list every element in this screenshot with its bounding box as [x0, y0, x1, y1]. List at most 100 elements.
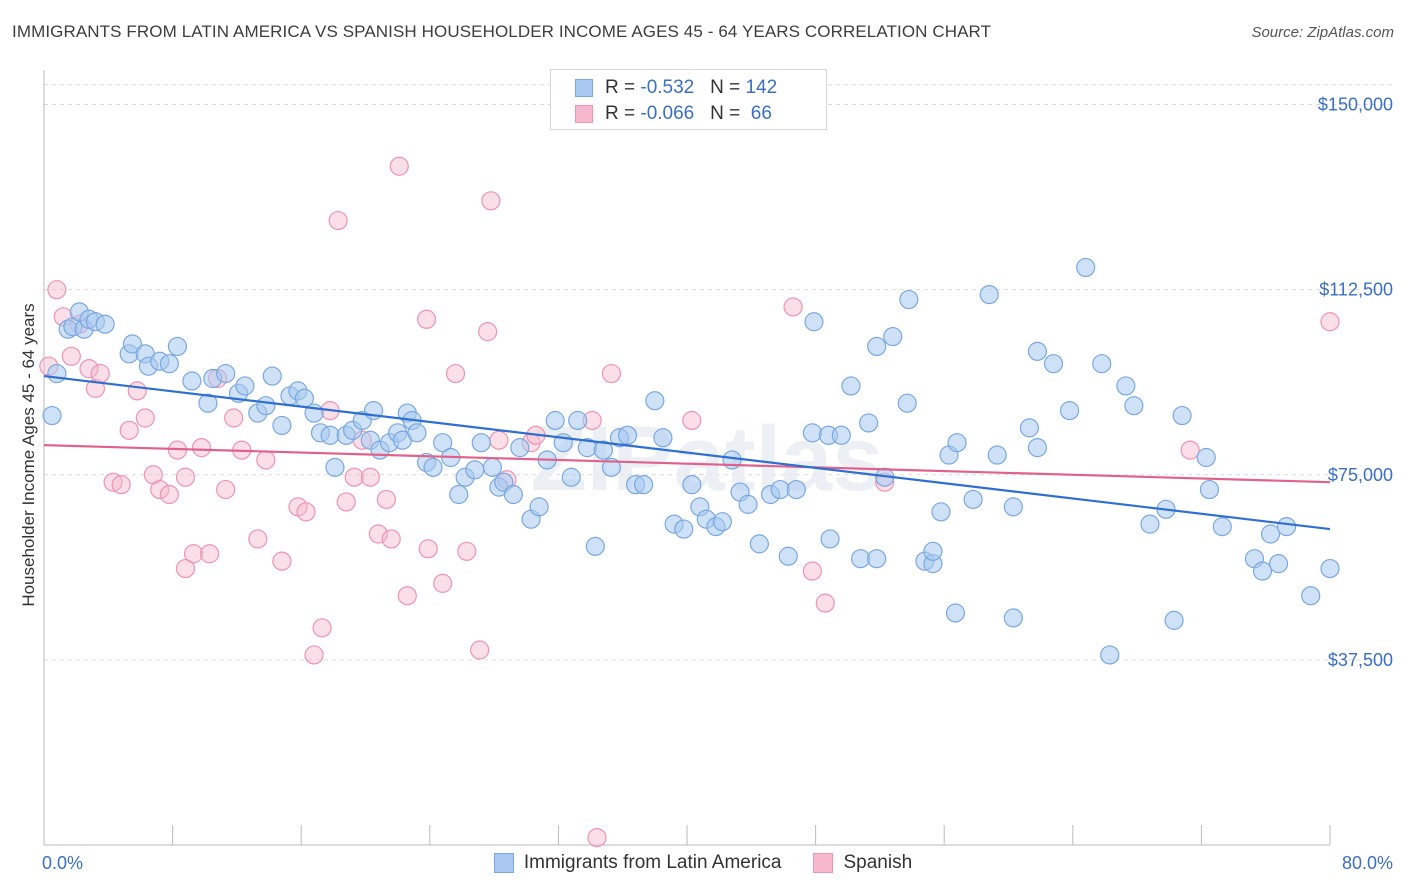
latin-america-point: [963, 489, 983, 510]
spanish-point: [159, 484, 179, 505]
spanish-point: [328, 210, 348, 231]
latin-america-point: [931, 502, 951, 522]
spanish-point: [199, 544, 220, 564]
spanish-point: [489, 430, 509, 450]
latin-america-point: [859, 413, 879, 433]
latin-america-point: [1276, 517, 1297, 537]
latin-america-point: [1140, 514, 1160, 534]
latin-america-point: [1092, 354, 1112, 374]
latin-america-point: [235, 376, 255, 396]
spanish-point: [90, 363, 110, 384]
latin-america-point: [778, 546, 798, 566]
spanish-point: [111, 475, 131, 495]
latin-america-point: [325, 457, 345, 477]
pink-swatch: [813, 853, 834, 873]
spanish-point: [815, 593, 835, 613]
latin-america-point: [987, 445, 1007, 465]
spanish-point: [256, 450, 276, 470]
spanish-point: [802, 561, 822, 581]
y-tick-label: $75,000: [1328, 465, 1393, 485]
spanish-point: [135, 408, 155, 428]
latin-america-point: [601, 457, 622, 477]
spanish-point: [61, 346, 81, 366]
spanish-point: [381, 529, 401, 549]
latin-america-point: [1076, 257, 1096, 278]
legend-item-spanish[interactable]: Spanish: [813, 852, 912, 874]
legend-n-value: 142: [745, 77, 778, 98]
spanish-point: [344, 467, 364, 487]
axes: [43, 70, 1331, 846]
latin-america-point: [947, 433, 967, 453]
latin-america-point: [867, 549, 887, 569]
latin-america-point: [465, 460, 485, 480]
latin-america-point: [159, 354, 179, 374]
spanish-point: [481, 191, 501, 211]
series-legend: Immigrants from Latin America Spanish: [0, 852, 1406, 874]
y-tick-label: $37,500: [1328, 650, 1393, 670]
latin-america-point: [122, 334, 143, 354]
latin-america-point: [945, 603, 966, 623]
spanish-point: [376, 489, 396, 510]
spanish-trend-line: [43, 444, 1331, 484]
latin-america-point: [593, 440, 614, 460]
latin-america-point: [802, 423, 822, 443]
spanish-point: [150, 479, 170, 500]
latin-america-point: [1172, 405, 1192, 426]
spanish-point: [183, 544, 204, 564]
latin-america-point: [1268, 554, 1289, 574]
x-tick-label: 80.0%: [1342, 853, 1393, 873]
latin-america-trend-line: [43, 374, 1331, 531]
legend-row-blue: R = -0.532 N = 142: [575, 76, 777, 100]
latin-america-point: [1164, 610, 1184, 630]
latin-america-point: [529, 497, 549, 517]
latin-america-point: [831, 425, 851, 445]
legend-item-latin-america[interactable]: Immigrants from Latin America: [493, 852, 782, 874]
y-tick-label: $150,000: [1318, 95, 1393, 115]
latin-america-point: [1003, 608, 1023, 628]
y-tick-label: $112,500: [1319, 280, 1393, 300]
latin-america-point: [851, 549, 871, 569]
latin-america-point: [471, 433, 491, 453]
latin-america-point: [1059, 401, 1080, 421]
latin-america-points: [42, 257, 1340, 665]
latin-america-point: [923, 541, 943, 561]
spanish-point: [304, 645, 324, 665]
spanish-point: [601, 363, 622, 384]
latin-america-point: [1043, 354, 1064, 374]
spanish-point: [682, 410, 702, 431]
legend-label: Immigrants from Latin America: [523, 852, 782, 873]
legend-r-label: R =: [605, 103, 641, 124]
spanish-point: [296, 502, 316, 522]
spanish-point: [457, 541, 477, 561]
legend-n-label: N =: [694, 77, 746, 98]
latin-america-point: [770, 479, 790, 500]
spanish-point: [224, 408, 244, 428]
latin-america-point: [503, 484, 523, 505]
spanish-point: [103, 472, 123, 492]
latin-america-point: [1320, 558, 1340, 579]
legend-label: Spanish: [843, 852, 913, 873]
latin-america-point: [617, 425, 638, 445]
x-tick-label: 0.0%: [42, 853, 83, 873]
spanish-point: [47, 280, 67, 300]
latin-america-point: [1027, 438, 1048, 458]
latin-america-point: [545, 410, 565, 431]
spanish-point: [336, 492, 356, 512]
latin-america-point: [182, 371, 202, 391]
latin-america-point: [42, 405, 62, 426]
latin-america-point: [1027, 341, 1048, 361]
spanish-point: [368, 524, 388, 544]
spanish-point: [587, 827, 607, 848]
spanish-point: [389, 156, 409, 176]
latin-america-point: [1003, 497, 1023, 517]
latin-america-point: [1196, 447, 1216, 468]
spanish-point: [478, 322, 498, 342]
latin-america-point: [820, 529, 840, 549]
legend-r-label: R =: [605, 77, 641, 98]
spanish-point: [175, 558, 196, 579]
latin-america-point: [272, 415, 292, 436]
latin-america-point: [198, 393, 218, 413]
latin-america-point: [674, 519, 694, 539]
latin-america-point: [568, 410, 588, 431]
